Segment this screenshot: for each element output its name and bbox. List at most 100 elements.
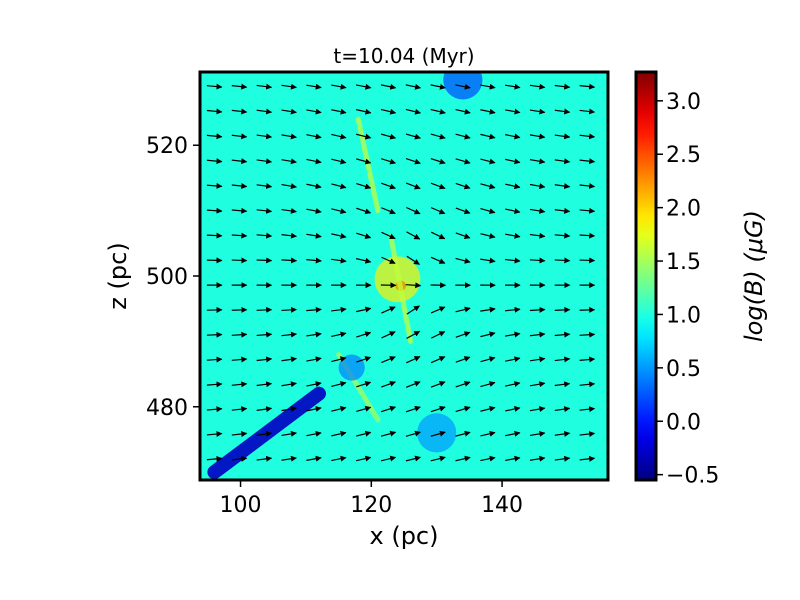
field-arrow (356, 108, 372, 115)
field-arrow (480, 356, 496, 363)
field-arrow (480, 381, 496, 388)
field-arrow (406, 255, 420, 265)
field-arrow (579, 356, 596, 363)
field-arrow (480, 331, 496, 338)
field-arrow (529, 455, 546, 462)
field-arrow (281, 331, 297, 338)
field-arrow (356, 356, 372, 363)
field-arrow (579, 232, 596, 239)
heatmap-feature-enhanced-filament (388, 234, 414, 344)
field-arrow (356, 158, 372, 165)
field-arrow (430, 356, 446, 364)
field-arrow (206, 232, 223, 239)
field-arrow (480, 306, 496, 313)
field-arrow (529, 108, 546, 115)
chart-title: t=10.04 (Myr) (333, 44, 474, 68)
field-arrow (579, 133, 596, 140)
field-arrow (206, 133, 223, 140)
field-arrow (331, 133, 347, 140)
heatmap-feature-low-field-patch (443, 72, 483, 100)
field-arrow (256, 183, 273, 190)
field-arrow (256, 406, 273, 413)
field-arrow (331, 158, 347, 165)
field-arrow (579, 455, 596, 462)
field-arrow (579, 431, 596, 437)
field-arrow (231, 133, 248, 140)
field-arrow (306, 108, 322, 115)
field-arrow (554, 232, 571, 239)
field-arrow (331, 405, 347, 412)
colorbar-tick-label: −0.5 (666, 464, 719, 489)
field-arrow (554, 158, 571, 165)
field-arrow (356, 455, 372, 462)
field-arrow (430, 256, 446, 264)
field-arrow (231, 455, 248, 462)
field-arrow (406, 305, 420, 315)
field-arrow (455, 108, 471, 115)
field-arrow (331, 331, 347, 338)
field-arrow (356, 405, 372, 413)
field-arrow (256, 331, 273, 338)
field-arrow (406, 231, 421, 240)
field-arrow (430, 182, 446, 190)
field-arrow (256, 356, 273, 363)
y-tick-label: 480 (146, 396, 188, 421)
colorbar-ticks: 3.0 2.5 2.0 1.5 1.0 0.5 0.0 −0.5 (656, 90, 719, 489)
field-arrow (430, 380, 446, 388)
field-arrow (331, 381, 347, 387)
field-arrow (405, 182, 421, 190)
y-tick-label: 500 (146, 265, 188, 290)
field-arrow (405, 108, 422, 115)
field-arrow (306, 183, 322, 190)
field-arrow (480, 208, 496, 215)
field-arrow (231, 182, 248, 189)
field-arrow (206, 182, 223, 189)
field-arrow (256, 455, 273, 462)
field-arrow (356, 232, 372, 239)
field-arrow (206, 108, 223, 115)
field-arrow (430, 83, 446, 90)
field-arrow (256, 430, 273, 437)
field-arrow (554, 381, 571, 388)
field-arrow (554, 183, 571, 190)
field-arrow (529, 133, 546, 140)
field-arrow (231, 356, 248, 363)
field-arrow (554, 108, 571, 115)
field-arrow (356, 207, 372, 215)
field-arrow (381, 356, 396, 364)
field-arrow (529, 306, 546, 313)
field-arrow (579, 108, 596, 115)
field-arrow (505, 356, 521, 363)
field-arrow (430, 207, 446, 215)
field-arrow (505, 406, 521, 412)
field-arrow (529, 207, 546, 214)
field-arrow (206, 356, 223, 363)
field-arrow (430, 455, 446, 462)
y-axis-label: z (pc) (104, 242, 132, 309)
field-arrow (206, 207, 223, 214)
field-arrow (529, 158, 546, 165)
field-arrow (206, 83, 223, 90)
field-arrow (529, 381, 546, 388)
field-arrow (505, 158, 521, 165)
field-arrow (430, 158, 446, 165)
field-arrow (529, 183, 546, 190)
field-arrow (306, 133, 322, 140)
field-arrow (356, 331, 372, 338)
field-arrow (405, 83, 422, 90)
field-arrow (505, 306, 521, 313)
field-arrow (505, 455, 521, 462)
field-arrow (256, 133, 273, 140)
field-arrow (405, 282, 422, 289)
field-arrow (480, 233, 496, 239)
field-arrow (529, 257, 546, 264)
colorbar: 3.0 2.5 2.0 1.5 1.0 0.5 0.0 −0.5 log(B) (μG) (634, 70, 768, 489)
field-arrow (455, 331, 471, 338)
field-arrow (356, 257, 372, 264)
field-arrow (381, 331, 396, 339)
field-arrow (505, 83, 521, 90)
field-arrow (579, 83, 596, 90)
field-arrow (206, 431, 223, 438)
field-arrow (455, 306, 471, 313)
field-arrow (380, 430, 397, 437)
